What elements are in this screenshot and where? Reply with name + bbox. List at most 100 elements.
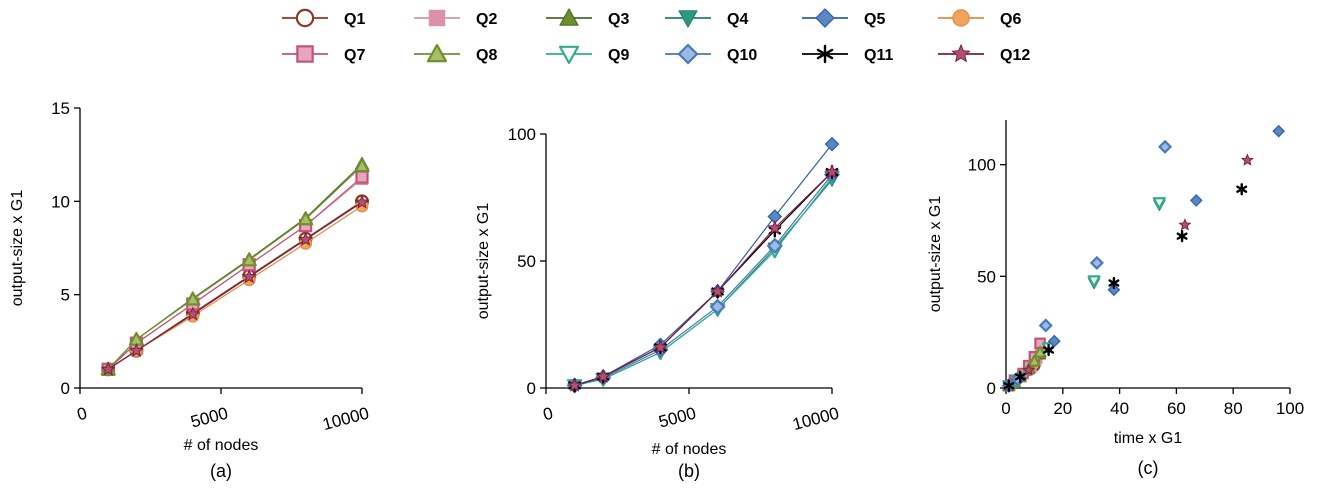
x-tick-label: 0 [1001,399,1010,418]
y-tick-label: 50 [977,267,996,286]
data-point-q5 [1047,334,1061,348]
legend-marker-q8 [426,43,448,63]
x-axis-label: time x G1 [1114,430,1183,447]
data-point-q9 [1087,275,1101,288]
panel-label: (b) [678,461,700,481]
legend-marker-q9 [558,45,580,65]
data-point-q10 [709,298,726,315]
legend-item-q4: Q4 [665,10,748,28]
legend-label-q6: Q6 [1000,11,1021,28]
legend-marker-q6 [952,9,970,27]
data-point-q10 [1089,255,1104,270]
data-point-q12 [241,269,257,284]
chart-panel-a: 0 5 10 15 0 5000 10000 # of nodes output-size x … [9,99,371,481]
legend: Q1 Q2 Q3 Q4 Q5 Q6 Q7 Q8 Q9 Q10 Q11 Q12 [282,8,1030,65]
legend-label-q1: Q1 [344,11,365,28]
data-point-q12 [354,194,370,209]
data-point-q12 [185,306,201,321]
x-tick-label: 10000 [790,404,841,435]
x-tick-label: 60 [1167,399,1186,418]
series-q10 [566,166,841,394]
legend-item-q1: Q1 [282,8,365,28]
legend-item-q10: Q10 [665,43,757,65]
data-point-q11 [1176,229,1188,243]
series-q12 [567,164,840,392]
x-tick-label: 5000 [657,404,698,432]
panel-label: (a) [210,461,232,481]
x-tick-label: 5000 [189,404,230,432]
series-line-q12 [574,171,833,387]
data-point-q8 [1033,345,1047,358]
legend-marker-q11 [816,44,834,64]
legend-marker-q1 [295,8,315,28]
data-point-q11 [1108,276,1120,290]
series-q8 [100,158,370,376]
legend-label-q4: Q4 [727,11,748,28]
series-q11 [568,165,839,393]
y-tick-label: 10 [51,192,70,211]
legend-item-q5: Q5 [802,8,885,28]
data-point-q10 [766,237,783,254]
legend-label-q5: Q5 [864,11,885,28]
data-point-q7 [355,170,369,184]
data-point-q12 [767,220,783,235]
legend-label-q11: Q11 [864,47,893,64]
data-point-q12 [710,283,726,298]
legend-label-q12: Q12 [1000,47,1030,64]
legend-item-q12: Q12 [938,43,1030,64]
data-point-q5 [1272,124,1285,138]
data-point-q11 [1236,183,1248,196]
x-tick-label: 80 [1224,399,1243,418]
data-point-q5 [1107,283,1121,297]
legend-marker-q2 [428,9,446,27]
legend-label-q7: Q7 [344,47,365,64]
legend-item-q9: Q9 [546,45,629,65]
series-line-q3 [107,163,363,370]
series-line-q10 [574,174,833,387]
data-point-q12 [824,164,840,179]
y-tick-label: 15 [51,99,70,118]
chart-panel-b: 0 50 100 0 5000 10000 # of nodes output-size x … [475,125,841,481]
legend-label-q3: Q3 [608,11,629,28]
data-point-q9 [1152,197,1166,210]
x-tick-label: 100 [1276,399,1304,418]
x-axis-label: # of nodes [184,437,259,454]
legend-label-q10: Q10 [727,47,757,64]
panel-label: (c) [1138,458,1159,478]
data-point-q8 [185,291,201,306]
series-q11 [1003,183,1248,392]
data-point-q12 [567,377,583,392]
data-point-q10 [1038,318,1053,333]
y-axis-label: output-size x G1 [9,190,26,307]
y-tick-label: 0 [527,379,536,398]
data-point-q10 [1157,139,1173,154]
y-tick-label: 0 [61,379,70,398]
data-point-q11 [1014,370,1026,383]
legend-item-q3: Q3 [546,8,629,28]
x-tick-label: 40 [1110,399,1129,418]
series-line-q9 [574,176,833,387]
data-point-q5 [824,136,840,152]
legend-marker-q4 [678,10,698,28]
data-point-q11 [1043,343,1055,357]
legend-item-q11: Q11 [802,44,893,64]
legend-item-q7: Q7 [282,45,365,64]
legend-item-q2: Q2 [414,9,497,28]
x-tick-label: 20 [1053,399,1072,418]
series-q10 [1001,139,1173,393]
data-point-q8 [354,158,370,173]
data-point-q8 [241,252,257,267]
series-q12 [100,194,370,376]
data-point-q12 [100,361,116,376]
legend-item-q8: Q8 [414,43,497,64]
y-tick-label: 100 [968,156,996,175]
series-line-q12 [107,201,363,370]
data-point-q12 [1240,153,1254,166]
data-point-q5 [1189,194,1203,207]
x-tick-label: 0 [541,404,555,425]
legend-item-q6: Q6 [938,9,1021,28]
legend-label-q9: Q9 [608,47,629,64]
y-axis-label: output-size x G1 [475,203,492,320]
series-q5 [567,136,840,393]
